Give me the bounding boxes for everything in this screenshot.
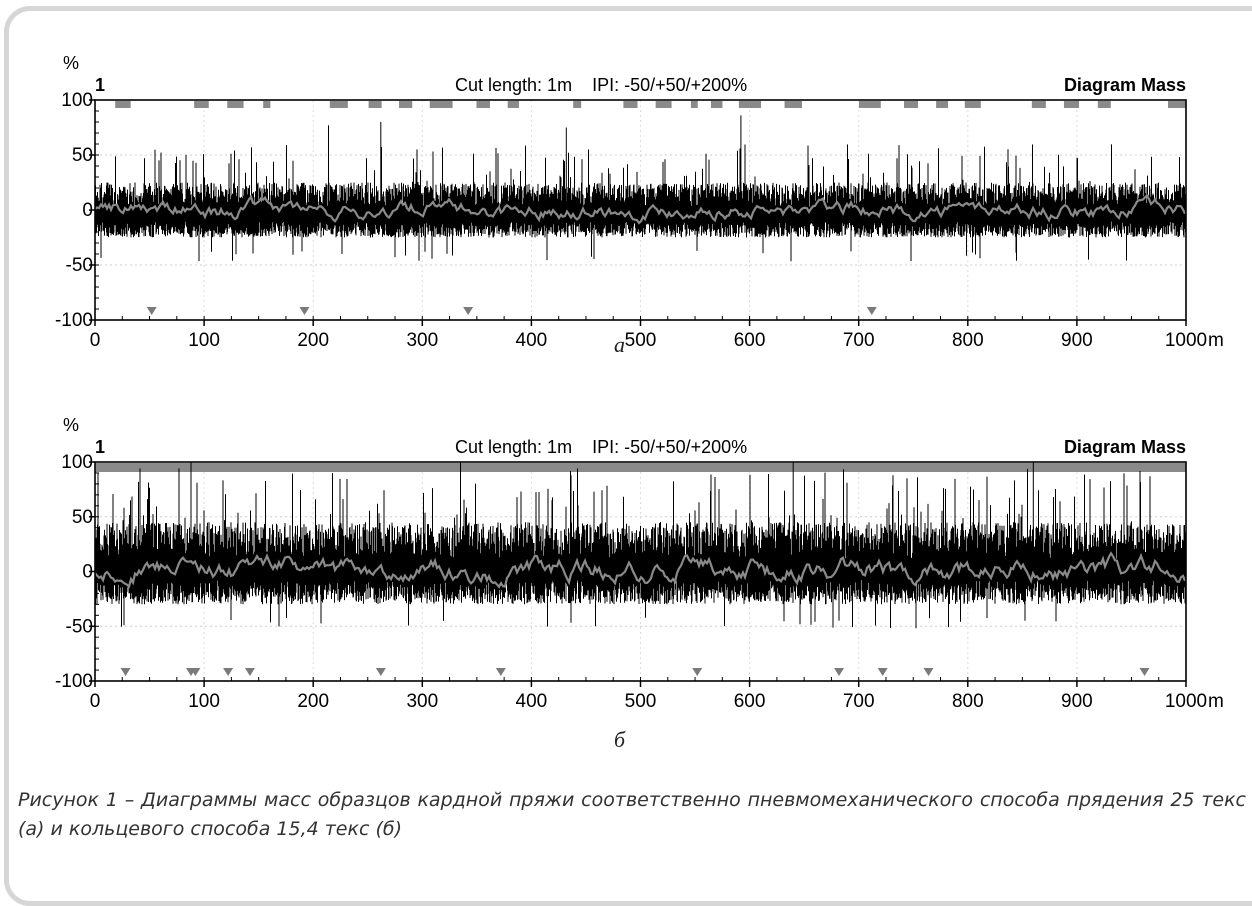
y-tick-label: -100 [55, 671, 93, 692]
y-unit-label: % [63, 53, 79, 73]
chart-header: Cut length: 1m IPI: -50/+50/+200% [455, 437, 747, 457]
x-tick-label: 1000 [1165, 330, 1207, 351]
thin-place-marker [223, 668, 234, 676]
thin-place-marker [495, 668, 506, 676]
x-tick-label: 800 [952, 330, 984, 351]
flaw-marker [429, 101, 453, 108]
x-tick-label: 300 [406, 330, 438, 351]
thin-place-marker [877, 668, 888, 676]
flaw-marker [476, 101, 490, 108]
flaw-marker-band [95, 463, 1186, 472]
x-tick-label: 100 [188, 330, 220, 351]
flaw-marker [507, 101, 519, 108]
y-tick-label: -50 [66, 616, 93, 637]
x-tick-label: 0 [90, 691, 101, 712]
flaw-marker [1031, 101, 1046, 108]
x-tick-label: 900 [1061, 330, 1093, 351]
figure-caption: Рисунок 1 – Диаграммы масс образцов кард… [18, 789, 1246, 840]
flaw-marker [936, 101, 949, 108]
thin-place-marker [463, 307, 474, 315]
panel-label-a: а [614, 332, 625, 357]
thin-place-marker [190, 668, 201, 676]
y-tick-label: 50 [72, 145, 93, 166]
flaw-marker [964, 101, 981, 108]
x-tick-label: 800 [952, 691, 984, 712]
flaw-marker [115, 101, 131, 108]
y-unit-label: % [63, 415, 79, 435]
y-tick-label: 100 [61, 452, 93, 473]
x-tick-label: 400 [516, 691, 548, 712]
thin-place-marker [146, 307, 157, 315]
chart-header-right: Diagram Mass [1064, 437, 1186, 457]
panel-label-b: б [614, 727, 626, 752]
y-tick-label: 50 [72, 507, 93, 528]
x-tick-label: 500 [625, 330, 657, 351]
y-tick-label: -50 [66, 255, 93, 276]
x-tick-label: 300 [406, 691, 438, 712]
flaw-marker [263, 101, 271, 108]
flaw-marker [904, 101, 919, 108]
thin-place-marker [1139, 668, 1150, 676]
channel-number: 1 [95, 75, 105, 95]
mean-trend-series [94, 194, 1186, 225]
flaw-marker [690, 101, 698, 108]
x-tick-label: 700 [843, 330, 875, 351]
flaw-marker [738, 101, 762, 108]
thin-place-marker [375, 668, 386, 676]
x-tick-label: 600 [734, 330, 766, 351]
flaw-marker [710, 101, 723, 108]
x-tick-label: 1000 [1165, 691, 1207, 712]
thin-place-marker [244, 668, 255, 676]
chart-header-right: Diagram Mass [1064, 75, 1186, 95]
x-tick-label: 0 [90, 330, 101, 351]
flaw-marker [655, 101, 672, 108]
flaw-marker [623, 101, 638, 108]
chart-header: Cut length: 1m IPI: -50/+50/+200% [455, 75, 747, 95]
x-tick-label: 200 [297, 691, 329, 712]
flaw-marker [1097, 101, 1111, 108]
flaw-marker [859, 101, 881, 108]
x-tick-label: 700 [843, 691, 875, 712]
y-tick-label: 100 [61, 90, 93, 111]
x-tick-label: 900 [1061, 691, 1093, 712]
mean-trend-series [94, 551, 1187, 589]
x-tick-label: 500 [625, 691, 657, 712]
thin-place-marker [923, 668, 934, 676]
thin-place-marker [299, 307, 310, 315]
x-tick-label: 200 [297, 330, 329, 351]
flaw-marker [784, 101, 803, 108]
flaw-marker [194, 101, 209, 108]
channel-number: 1 [95, 437, 105, 457]
thin-place-marker [692, 668, 703, 676]
x-tick-label: 100 [188, 691, 220, 712]
flaw-marker [329, 101, 348, 108]
flaw-marker [399, 101, 413, 108]
x-tick-label: 400 [516, 330, 548, 351]
flaw-marker [1168, 101, 1186, 108]
flaw-marker [1063, 101, 1080, 108]
y-tick-label: 0 [82, 200, 93, 221]
x-unit-label: m [1208, 691, 1224, 712]
mass-signal-series [94, 115, 1187, 262]
flaw-marker [573, 101, 582, 108]
thin-place-marker [866, 307, 877, 315]
thin-place-marker [834, 668, 845, 676]
charts-svg: % 1 Cut length: 1m IPI: -50/+50/+200% Diagr… [55, 53, 1224, 712]
flaw-marker [227, 101, 244, 108]
thin-place-marker [120, 668, 131, 676]
y-tick-label: -100 [55, 310, 93, 331]
x-unit-label: m [1208, 330, 1224, 351]
y-tick-label: 0 [82, 562, 93, 583]
flaw-marker [368, 101, 382, 108]
x-tick-label: 600 [734, 691, 766, 712]
